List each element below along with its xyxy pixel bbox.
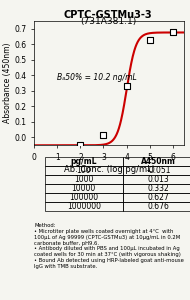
Text: 100000: 100000 [69, 193, 98, 202]
Bar [45, 202, 123, 211]
Text: 0.332: 0.332 [148, 184, 170, 193]
Bar [45, 175, 123, 184]
Bar [123, 184, 190, 193]
Bar [123, 166, 190, 175]
Text: 0.676: 0.676 [148, 202, 170, 211]
Text: 0.627: 0.627 [148, 193, 170, 202]
Bar [123, 175, 190, 184]
Bar [123, 193, 190, 202]
Text: A450nm: A450nm [141, 158, 176, 166]
Text: 1000: 1000 [74, 175, 93, 184]
Text: Method:
• Microtiter plate wells coated overnight at 4°C  with
100μL of Ag 99999: Method: • Microtiter plate wells coated … [34, 223, 184, 269]
Bar [45, 166, 123, 175]
Point [148, 38, 151, 43]
Bar [45, 184, 123, 193]
X-axis label: Ab. Conc. (log pg/mL): Ab. Conc. (log pg/mL) [64, 165, 155, 174]
Bar [45, 158, 123, 166]
Text: pg/mL: pg/mL [70, 158, 97, 166]
Text: 0.013: 0.013 [148, 175, 170, 184]
Text: Bₐ50% = 10.2 ng/mL: Bₐ50% = 10.2 ng/mL [57, 73, 136, 82]
Text: 100: 100 [77, 166, 91, 175]
Point [102, 133, 105, 138]
Text: CPTC-GSTMu3-3: CPTC-GSTMu3-3 [64, 11, 153, 20]
Point [125, 83, 128, 88]
Text: 1000000: 1000000 [67, 202, 101, 211]
Text: (731A381.1): (731A381.1) [80, 17, 136, 26]
Text: -0.051: -0.051 [146, 166, 171, 175]
Bar [123, 158, 190, 166]
Y-axis label: Absorbance (450nm): Absorbance (450nm) [3, 43, 12, 123]
Text: 10000: 10000 [72, 184, 96, 193]
Bar [123, 202, 190, 211]
Point [79, 143, 82, 148]
Bar [45, 193, 123, 202]
Point [171, 30, 174, 35]
